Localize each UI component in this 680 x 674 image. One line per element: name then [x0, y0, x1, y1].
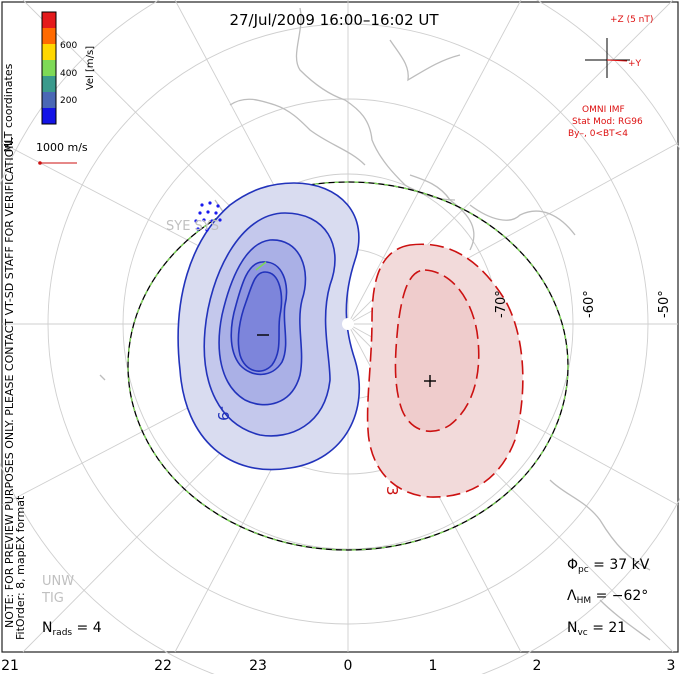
fit-order-label: FitOrder: 8, mapEX format — [14, 495, 27, 640]
latitude-label-50: -50° — [657, 290, 672, 318]
negative-potential-cell: -9 — [177, 182, 360, 471]
mlt-tick-2: 2 — [533, 658, 542, 674]
colorbar-tick-600: 600 — [60, 41, 77, 51]
mlt-tick-22: 22 — [154, 658, 172, 674]
lambda-hm-stat: ΛHM = −62° — [567, 588, 648, 606]
coastline — [99, 7, 651, 641]
negative-contour-label: -9 — [214, 406, 232, 421]
imf-by-bt-label: By–, 0<BT<4 — [568, 129, 628, 139]
positive-contour-label: 3 — [383, 486, 401, 496]
map-frame — [1, 1, 679, 653]
latitude-label-70: -70° — [494, 290, 509, 318]
colorbar-unit-label: Vel [m/s] — [85, 46, 96, 90]
n-vc-stat: Nvc = 21 — [567, 620, 626, 638]
positive-potential-cell: 3 — [366, 243, 524, 498]
station-label-tig: TIG — [41, 591, 64, 606]
mlt-tick-23: 23 — [249, 658, 267, 674]
colorbar-tick-400: 400 — [60, 69, 77, 79]
map-title: 27/Jul/2009 16:00–16:02 UT — [229, 11, 439, 29]
station-label-sye-sys: SYE SYS — [166, 219, 219, 234]
imf-clock: +Z (5 nT) +Y OMNI IMF Stat Mod: RG96 By–… — [568, 15, 653, 139]
velocity-colorbar: 600 400 200 Vel [m/s] — [41, 11, 96, 125]
radar-vector-green — [255, 261, 267, 271]
scale-vector-label: 1000 m/s — [36, 141, 88, 154]
hm-boundary-dashes — [127, 181, 569, 551]
mlt-coordinates-label: MLT coordinates — [2, 63, 15, 152]
phi-pc-stat: Φpc = 37 kV — [567, 557, 650, 575]
mlt-tick-0: 0 — [344, 658, 353, 674]
imf-plus-y-label: +Y — [628, 59, 642, 69]
preview-note: NOTE: FOR PREVIEW PURPOSES ONLY. PLEASE … — [3, 137, 16, 628]
pole-marker — [342, 318, 354, 330]
mlt-tick-1: 1 — [429, 658, 438, 674]
imf-omni-label: OMNI IMF — [582, 105, 625, 115]
n-rads-stat: Nrads = 4 — [42, 620, 102, 638]
colorbar-tick-200: 200 — [60, 96, 77, 106]
mlt-tick-3: 3 — [667, 658, 676, 674]
imf-plus-z-label: +Z (5 nT) — [610, 15, 653, 25]
radar-vectors — [194, 201, 222, 232]
mlt-axis: 21 22 23 0 1 2 3 — [1, 658, 675, 674]
imf-stat-mod-label: Stat Mod: RG96 — [572, 117, 643, 127]
mlt-tick-21: 21 — [1, 658, 19, 674]
station-label-unw: UNW — [42, 574, 74, 589]
latitude-label-60: -60° — [582, 290, 597, 318]
